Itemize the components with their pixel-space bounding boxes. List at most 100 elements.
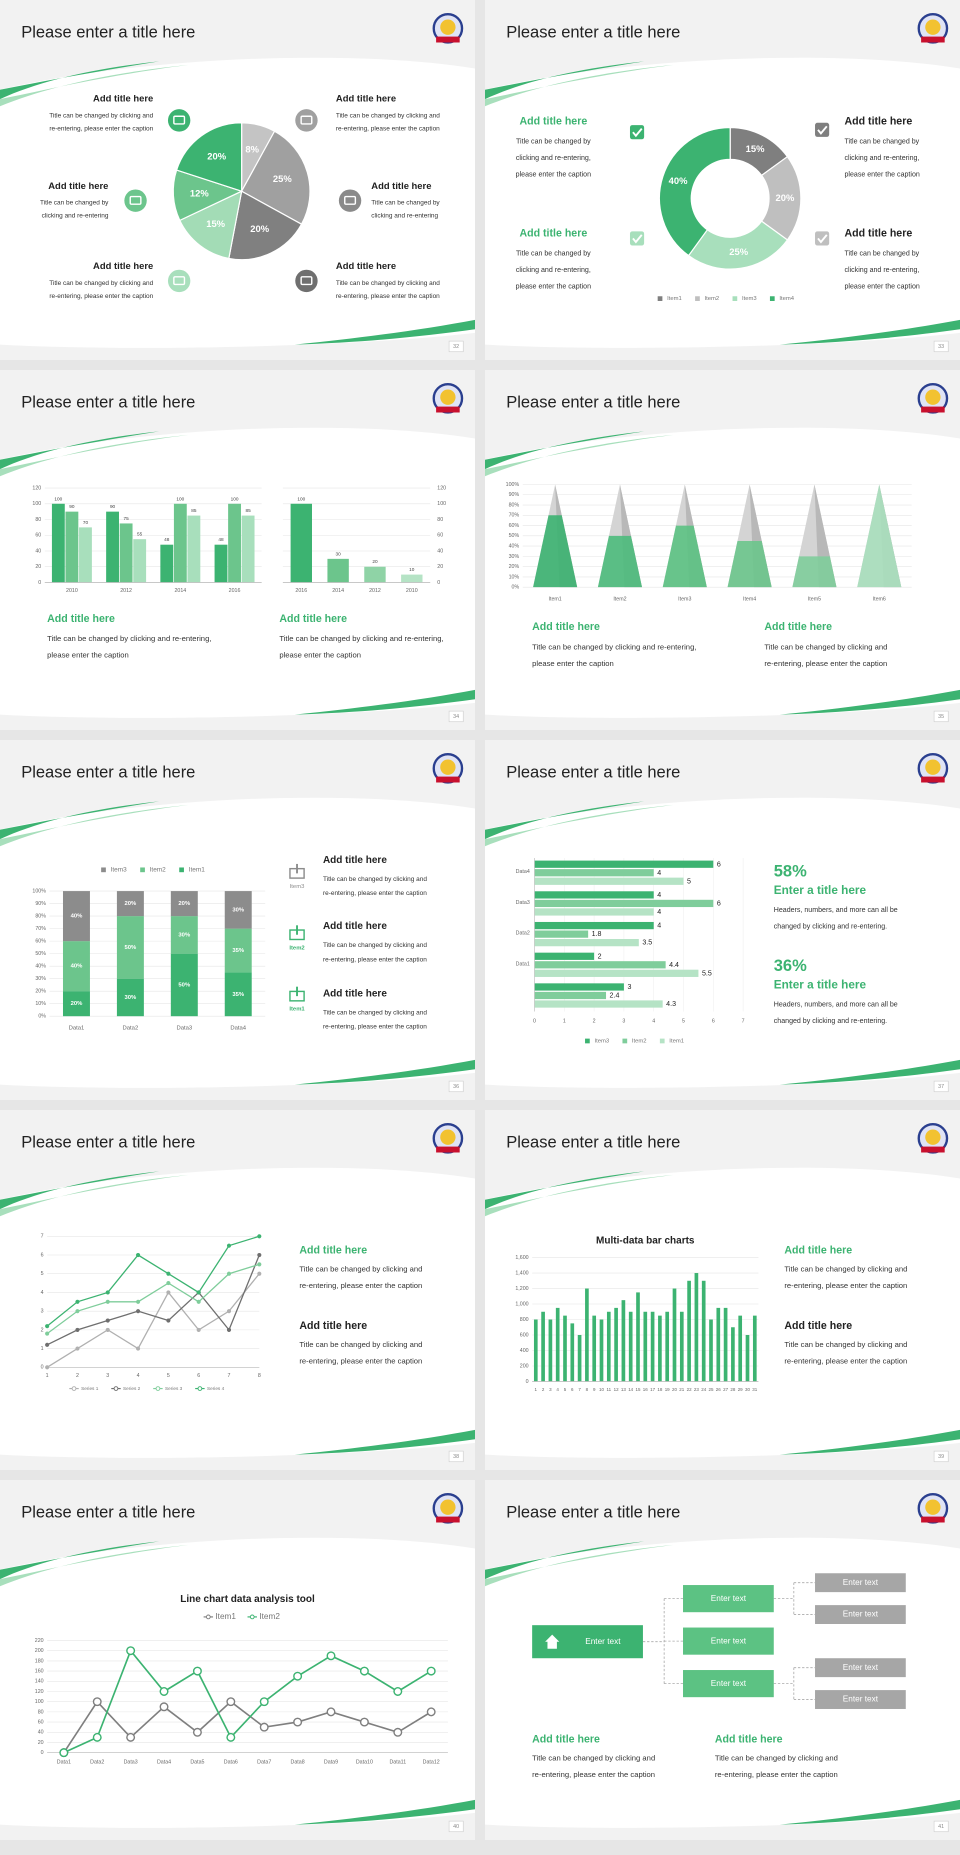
block-text: please enter the caption: [279, 651, 361, 660]
x-tick-label: Data12: [423, 1760, 440, 1766]
x-tick-label: 24: [701, 1387, 706, 1392]
bar: [628, 1311, 633, 1382]
x-tick-label: 15: [636, 1387, 641, 1392]
logo: [921, 36, 945, 43]
bar: [643, 1311, 648, 1382]
bar-segment: [170, 953, 198, 1017]
x-tick-label: Data1: [57, 1760, 71, 1766]
bar: [534, 921, 654, 930]
y-tick-label: 40: [35, 548, 41, 554]
data-point: [226, 1732, 236, 1742]
bar: [534, 930, 589, 938]
block-text: Title can be changed by clicking and: [299, 1340, 422, 1349]
bar: [665, 1311, 670, 1382]
block-heading: Add title here: [47, 613, 115, 625]
checkbox-tick: [817, 125, 828, 135]
logo: [925, 19, 941, 35]
icon-circle: [338, 189, 362, 212]
page-number: 40: [453, 1824, 459, 1830]
data-label: 30%: [178, 932, 191, 938]
bar: [534, 908, 654, 916]
checkbox-tick: [817, 234, 828, 244]
bar: [106, 511, 119, 583]
legend-label: Item2: [705, 296, 720, 302]
pyramid-fill: [597, 535, 642, 588]
data-point: [59, 1748, 69, 1758]
y-tick-label: 20: [35, 564, 41, 570]
data-point: [166, 1290, 171, 1295]
y-tick-label: 200: [35, 1648, 44, 1654]
block-heading: Add title here: [844, 227, 912, 239]
logo: [925, 389, 941, 405]
bar: [160, 544, 174, 583]
y-tick-label: 40: [38, 1730, 44, 1736]
bar: [701, 1280, 706, 1382]
bar: [563, 1315, 567, 1382]
logo: [440, 1129, 456, 1145]
data-label: 90: [69, 504, 75, 509]
logo: [440, 389, 456, 405]
slide: 32 Please enter a title here Add title her…: [0, 0, 475, 360]
data-label: 3: [627, 984, 631, 991]
x-tick-label: 4: [556, 1387, 559, 1392]
y-tick-label: 20%: [35, 989, 46, 995]
bar-segment: [224, 972, 252, 1017]
x-tick-label: 2014: [332, 588, 344, 594]
stat-text: changed by clicking and re-entering.: [774, 1018, 887, 1025]
data-label: 35%: [232, 992, 245, 998]
accent-swoosh: [779, 319, 960, 345]
page-number: 37: [938, 1084, 944, 1090]
accent-swoosh: [294, 1799, 475, 1825]
x-tick-label: Data8: [291, 1760, 305, 1766]
block-heading: Add title here: [279, 613, 347, 625]
leaf-box: [815, 1605, 906, 1624]
pyramid-fill: [662, 525, 707, 588]
page-number: 38: [453, 1454, 459, 1460]
data-label: 4: [657, 892, 661, 899]
block-text: Title can be changed by: [516, 251, 591, 258]
y-tick-label: 3: [41, 1309, 44, 1315]
data-point: [75, 1346, 80, 1351]
x-tick-label: 0: [533, 1018, 536, 1024]
legend-label: Item2: [259, 1612, 280, 1621]
stat-heading: Enter a title here: [774, 979, 867, 992]
legend-swatch: [140, 867, 145, 873]
y-tick-label: 60%: [35, 939, 46, 945]
block-text: clicking and re-entering: [42, 213, 109, 220]
y-tick-label: 50%: [35, 951, 46, 957]
block-text: Title can be changed by clicking and re-…: [47, 634, 211, 643]
legend-label: Item4: [779, 296, 794, 302]
data-point: [192, 1727, 202, 1737]
y-tick-label: 140: [35, 1679, 44, 1685]
y-tick-label: 0: [41, 1365, 44, 1371]
x-tick-label: Item2: [613, 596, 626, 602]
y-tick-label: 0%: [512, 585, 520, 591]
x-tick-label: Data2: [90, 1760, 104, 1766]
y-tick-label: 0: [41, 1750, 44, 1756]
block-text: Title can be changed by: [40, 200, 109, 207]
x-tick-label: 2016: [295, 588, 307, 594]
data-label: 100: [231, 496, 239, 501]
block-text: Title can be changed by clicking and re-…: [532, 642, 696, 651]
bar: [534, 991, 607, 1000]
data-label: 48: [218, 537, 224, 542]
icon-glyph: [173, 276, 186, 286]
y-tick-label: 90%: [35, 901, 46, 907]
x-tick-label: Item6: [873, 596, 886, 602]
slide-title: Please enter a title here: [21, 1133, 195, 1151]
data-point: [426, 1666, 436, 1676]
data-label: 4.4: [669, 962, 679, 969]
page-box: [933, 1450, 949, 1463]
x-tick-label: Data4: [230, 1026, 246, 1032]
bar: [555, 1307, 560, 1382]
y-tick-label: 1,600: [515, 1255, 528, 1261]
block-heading: Add title here: [323, 988, 387, 999]
data-point: [136, 1252, 141, 1258]
bar-segment: [170, 891, 198, 917]
legend-label: Series 2: [123, 1386, 141, 1391]
bar: [79, 527, 92, 583]
slide-title: Please enter a title here: [21, 763, 195, 781]
accent-swoosh: [779, 1799, 960, 1825]
legend-swatch: [622, 1038, 628, 1044]
